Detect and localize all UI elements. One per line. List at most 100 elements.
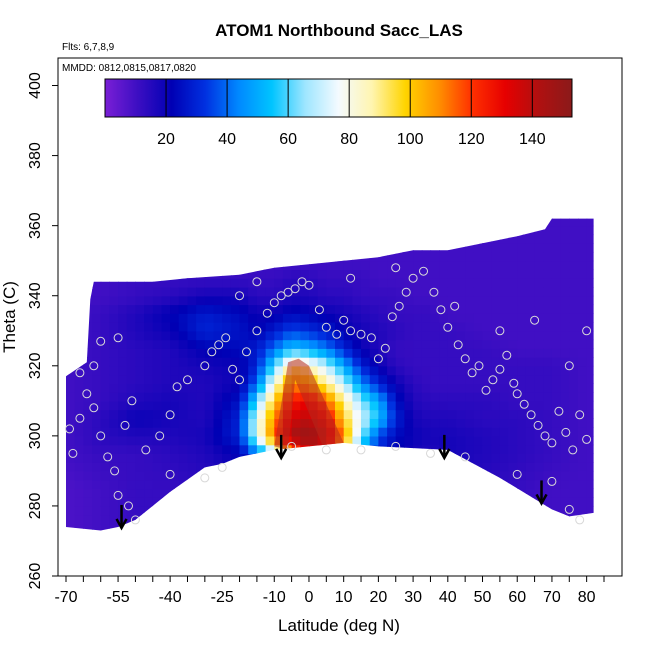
heatmap-cell bbox=[491, 453, 501, 463]
sample-point bbox=[526, 410, 536, 420]
heatmap-cell bbox=[300, 348, 310, 358]
heatmap-cell bbox=[525, 444, 536, 454]
heatmap-cell bbox=[170, 357, 180, 367]
heatmap-cell bbox=[152, 278, 163, 288]
heatmap-cell bbox=[543, 365, 553, 376]
heatmap-cell bbox=[543, 330, 553, 341]
heatmap-cell bbox=[66, 462, 76, 472]
heatmap-cell bbox=[152, 409, 163, 419]
heatmap-cell bbox=[291, 322, 301, 332]
heatmap-cell bbox=[361, 418, 371, 428]
heatmap-cell bbox=[517, 339, 527, 349]
heatmap-cell bbox=[109, 400, 119, 411]
heatmap-cell bbox=[309, 313, 319, 323]
heatmap-cell bbox=[387, 330, 397, 341]
heatmap-cell bbox=[239, 357, 249, 367]
sample-point bbox=[540, 431, 550, 441]
heatmap-cell bbox=[204, 348, 215, 358]
heatmap-cell bbox=[291, 383, 301, 393]
heatmap-cell bbox=[352, 278, 362, 288]
heatmap-cell bbox=[300, 322, 310, 332]
heatmap-cell bbox=[508, 348, 518, 358]
heatmap-cell bbox=[543, 383, 553, 393]
heatmap-cell bbox=[569, 383, 579, 393]
heatmap-cell bbox=[343, 339, 353, 349]
heatmap-cell bbox=[118, 348, 128, 358]
heatmap-cell bbox=[109, 479, 119, 490]
heatmap-cell bbox=[300, 400, 310, 411]
heatmap-cell bbox=[456, 287, 466, 297]
heatmap-cell bbox=[126, 374, 136, 384]
heatmap-cell bbox=[586, 269, 594, 279]
heatmap-cell bbox=[508, 313, 518, 323]
heatmap-cell bbox=[543, 470, 553, 481]
heatmap-cell bbox=[239, 348, 249, 358]
heatmap-cell bbox=[499, 470, 510, 481]
heatmap-cell bbox=[126, 479, 136, 490]
x-tick-label: 20 bbox=[369, 589, 387, 606]
heatmap-cell bbox=[378, 383, 388, 393]
heatmap-cell bbox=[291, 269, 301, 279]
heatmap-cell bbox=[508, 444, 518, 454]
heatmap-cell bbox=[551, 313, 562, 323]
heatmap-cell bbox=[83, 497, 93, 507]
heatmap-cell bbox=[560, 278, 570, 288]
heatmap-cell bbox=[421, 348, 432, 358]
colorbar-tick-label: 20 bbox=[157, 131, 175, 148]
heatmap-cell bbox=[534, 365, 544, 376]
heatmap-cell bbox=[170, 330, 180, 341]
heatmap-cell bbox=[74, 365, 84, 376]
heatmap-cell bbox=[586, 313, 594, 323]
heatmap-cell bbox=[178, 322, 189, 332]
heatmap-cell bbox=[465, 313, 475, 323]
heatmap-cell bbox=[465, 243, 475, 253]
heatmap-cell bbox=[222, 409, 232, 419]
heatmap-cell bbox=[74, 427, 84, 437]
heatmap-cell bbox=[525, 260, 536, 271]
heatmap-cell bbox=[274, 348, 284, 358]
heatmap-cell bbox=[578, 418, 588, 428]
heatmap-cell bbox=[74, 462, 84, 472]
heatmap-cell bbox=[256, 313, 267, 323]
heatmap-cell bbox=[256, 365, 267, 376]
heatmap-cell bbox=[282, 348, 293, 358]
heatmap-cell bbox=[326, 295, 336, 306]
heatmap-cell bbox=[222, 295, 232, 306]
heatmap-cell bbox=[413, 383, 423, 393]
heatmap-cell bbox=[465, 409, 475, 419]
heatmap-cell bbox=[525, 400, 536, 411]
heatmap-cell bbox=[421, 322, 432, 332]
heatmap-cell bbox=[109, 374, 119, 384]
heatmap-cell bbox=[100, 409, 110, 419]
heatmap-cell bbox=[248, 409, 258, 419]
heatmap-cell bbox=[144, 470, 154, 481]
heatmap-cell bbox=[517, 278, 527, 288]
heatmap-cell bbox=[586, 348, 594, 358]
heatmap-cell bbox=[92, 322, 102, 332]
sample-point bbox=[387, 312, 397, 322]
heatmap-cell bbox=[187, 418, 197, 428]
heatmap-cell bbox=[100, 427, 110, 437]
heatmap-cell bbox=[551, 339, 562, 349]
heatmap-cell bbox=[525, 287, 536, 297]
heatmap-cell bbox=[178, 365, 189, 376]
heatmap-cell bbox=[256, 418, 267, 428]
heatmap-cell bbox=[569, 251, 579, 262]
heatmap-cell bbox=[300, 330, 310, 341]
heatmap-cell bbox=[439, 278, 449, 288]
heatmap-cell bbox=[152, 497, 163, 507]
heatmap-cell bbox=[508, 339, 518, 349]
heatmap-cell bbox=[543, 278, 553, 288]
heatmap-cell bbox=[196, 383, 206, 393]
heatmap-cell bbox=[525, 295, 536, 306]
heatmap-cell bbox=[100, 488, 110, 498]
y-tick-label: 340 bbox=[27, 282, 44, 309]
heatmap-cell bbox=[230, 418, 241, 428]
heatmap-cell bbox=[413, 287, 423, 297]
heatmap-cell bbox=[309, 348, 319, 358]
heatmap-cell bbox=[525, 243, 536, 253]
x-tick-label: -55 bbox=[107, 589, 130, 606]
heatmap-cell bbox=[404, 392, 414, 402]
heatmap-cell bbox=[291, 435, 301, 446]
